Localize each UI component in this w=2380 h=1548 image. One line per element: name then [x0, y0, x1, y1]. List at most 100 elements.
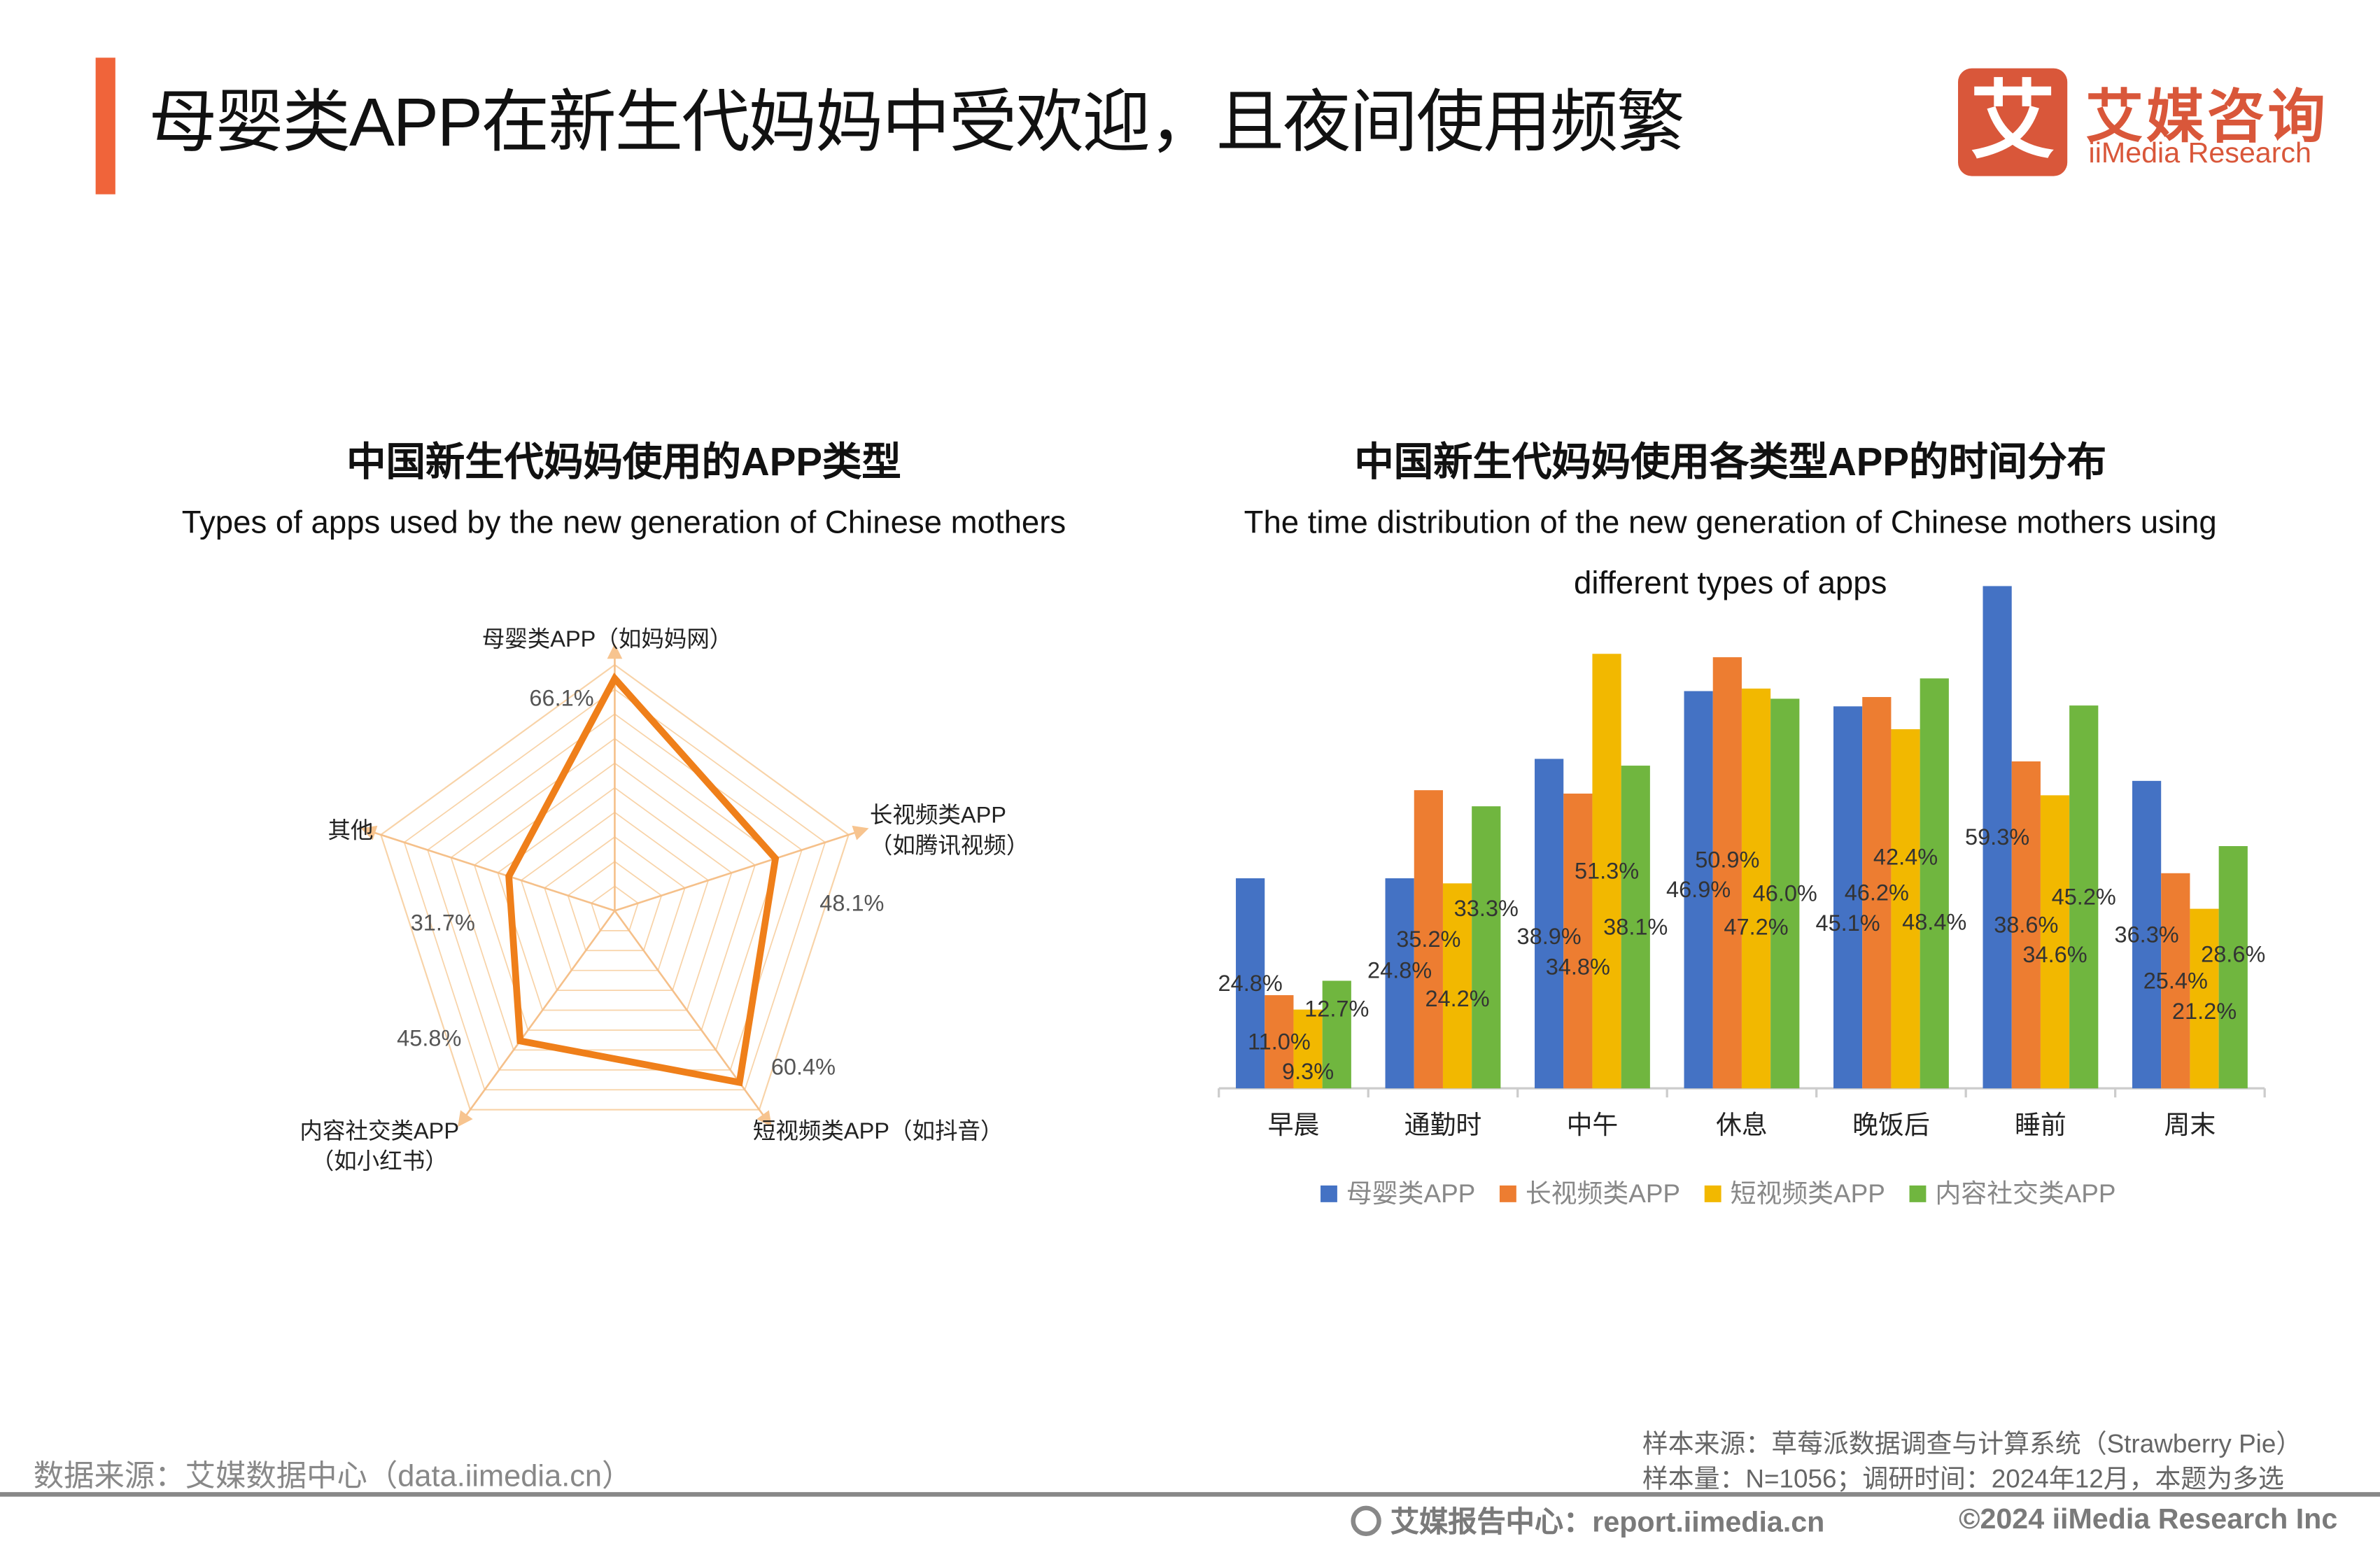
- bar-value-label: 35.2%: [1396, 927, 1460, 952]
- bar: [1472, 806, 1501, 1089]
- bar: [1442, 883, 1472, 1089]
- bar: [1322, 980, 1351, 1089]
- bar: [2040, 795, 2070, 1089]
- radar-axis: [614, 830, 861, 912]
- bar: [1236, 878, 1265, 1089]
- radar-grid-ring: [427, 713, 803, 1071]
- bar: [1684, 691, 1713, 1089]
- footer-divider: [0, 1492, 2380, 1497]
- bar-chart-subtitle-line-1: The time distribution of the new generat…: [1244, 505, 2217, 541]
- bar-value-label: 50.9%: [1695, 847, 1759, 873]
- radar-axis: [614, 910, 768, 1120]
- report-center-link[interactable]: 艾媒报告中心：report.iimedia.cn: [1390, 1507, 1825, 1540]
- legend-label: 内容社交类APP: [1935, 1179, 2115, 1208]
- x-tick-label: 周末: [2164, 1111, 2216, 1139]
- radar-axis-arrow-icon: [607, 643, 623, 659]
- bar: [1563, 793, 1593, 1089]
- radar-axis-arrow-icon: [458, 1110, 473, 1127]
- radar-grid-ring: [379, 663, 850, 1111]
- radar-axis: [462, 910, 616, 1120]
- copyright: ©2024 iiMedia Research Inc: [1959, 1503, 2338, 1535]
- bar-value-label: 21.2%: [2172, 999, 2237, 1024]
- radar-category-label: 其他: [328, 817, 374, 843]
- radar-value-label: 66.1%: [529, 686, 593, 711]
- bar: [1862, 697, 1892, 1089]
- legend-swatch: [1909, 1185, 1927, 1202]
- bar-value-label: 33.3%: [1454, 896, 1519, 921]
- bar: [2011, 761, 2041, 1089]
- bottom-bar: 艾媒报告中心：report.iimedia.cn ©2024 iiMedia R…: [1351, 1500, 2337, 1541]
- report-center: 艾媒报告中心：report.iimedia.cn: [1351, 1500, 1824, 1541]
- legend-swatch: [1499, 1185, 1516, 1202]
- legend-label: 短视频类APP: [1731, 1179, 1885, 1208]
- x-tick-label: 中午: [1567, 1111, 1619, 1139]
- bar: [1983, 586, 2012, 1089]
- radar-grid-ring: [403, 689, 826, 1091]
- x-tick-label: 早晨: [1268, 1111, 1320, 1139]
- sample-source: 样本来源：草莓派数据调查与计算系统（Strawberry Pie）: [1642, 1430, 2302, 1459]
- bar: [1414, 790, 1443, 1089]
- bar: [1891, 729, 1920, 1089]
- bar-value-label: 34.6%: [2022, 942, 2087, 967]
- bar-value-label: 24.8%: [1367, 958, 1432, 983]
- legend-label: 长视频类APP: [1526, 1179, 1680, 1208]
- radar-series-line: [505, 673, 780, 1087]
- title-accent-bar: [95, 57, 115, 195]
- radar-grid-ring: [567, 861, 663, 952]
- radar-value-label: 31.7%: [411, 910, 475, 936]
- radar-axis-arrow-icon: [852, 825, 869, 840]
- bar: [1385, 878, 1414, 1089]
- radar-value-label: 45.8%: [397, 1025, 461, 1050]
- bar-value-label: 45.2%: [2052, 884, 2116, 909]
- bar-value-label: 46.2%: [1845, 880, 1909, 905]
- bar-chart: 早晨 通勤时 中午 休息 晚饭后 睡前 周末 24.8% 11.0% 9.3% 12.7% 24.8%…: [1218, 586, 2266, 1208]
- bar: [2190, 908, 2219, 1089]
- bar-value-label: 34.8%: [1546, 954, 1610, 979]
- bar-value-label: 25.4%: [2143, 968, 2208, 993]
- radar-axis-arrow-icon: [360, 825, 378, 840]
- bar-value-label: 46.9%: [1666, 877, 1731, 902]
- logo-english-name: iiMedia Research: [2088, 138, 2311, 170]
- radar-grid-ring: [473, 762, 756, 1031]
- bar: [1741, 688, 1771, 1089]
- radar-category-label: 内容社交类APP: [300, 1118, 459, 1144]
- radar-category-label: （如小红书）: [311, 1148, 448, 1174]
- bar-value-label: 38.6%: [1994, 912, 2058, 937]
- bar-value-label: 24.8%: [1218, 971, 1283, 996]
- radar-category-label: 短视频类APP（如抖音）: [753, 1118, 1004, 1144]
- bar: [1920, 678, 1949, 1089]
- bar-value-label: 51.3%: [1575, 859, 1639, 884]
- radar-grid-ring: [450, 738, 780, 1051]
- bar-value-label: 59.3%: [1965, 824, 2029, 850]
- radar-axis: [369, 830, 615, 912]
- bar-value-label: 38.9%: [1517, 924, 1582, 949]
- radar-grid-ring: [520, 811, 710, 991]
- radar-grid-ring: [544, 836, 686, 971]
- globe-icon: [1351, 1505, 1381, 1535]
- radar-value-label: 60.4%: [771, 1055, 836, 1080]
- bar-value-label: 24.2%: [1425, 986, 1489, 1011]
- bar-chart-title: 中国新生代妈妈使用各类型APP的时间分布: [1354, 438, 2107, 484]
- x-tick-label: 晚饭后: [1852, 1111, 1930, 1139]
- bar: [1621, 766, 1650, 1089]
- radar-axis-arrow-icon: [756, 1110, 772, 1127]
- radar-grid-ring: [591, 885, 639, 931]
- bar: [1770, 698, 1800, 1089]
- bar-value-label: 38.1%: [1603, 914, 1668, 939]
- radar-category-label: 母婴类APP（如妈妈网）: [482, 626, 733, 652]
- bar-value-label: 36.3%: [2114, 922, 2178, 947]
- bar-value-label: 28.6%: [2201, 942, 2265, 967]
- iimedia-logo-mark: 艾: [1958, 68, 2068, 176]
- bar-value-label: 42.4%: [1873, 845, 1938, 870]
- x-tick-label: 休息: [1716, 1111, 1768, 1139]
- bar: [1833, 706, 1863, 1089]
- bar-value-label: 11.0%: [1248, 1029, 1311, 1054]
- radar-chart: 66.1% 48.1% 60.4% 45.8% 31.7% 母婴类APP（如妈妈网） 长视频…: [300, 626, 1029, 1174]
- sample-info: 样本量：N=1056；调研时间：2024年12月，本题为多选: [1642, 1465, 2284, 1494]
- legend-label: 母婴类APP: [1346, 1179, 1475, 1208]
- radar-chart-title: 中国新生代妈妈使用的APP类型: [346, 438, 901, 484]
- bar-value-label: 47.2%: [1724, 915, 1788, 940]
- bar: [2161, 873, 2190, 1089]
- radar-category-label: （如腾讯视频）: [870, 833, 1029, 858]
